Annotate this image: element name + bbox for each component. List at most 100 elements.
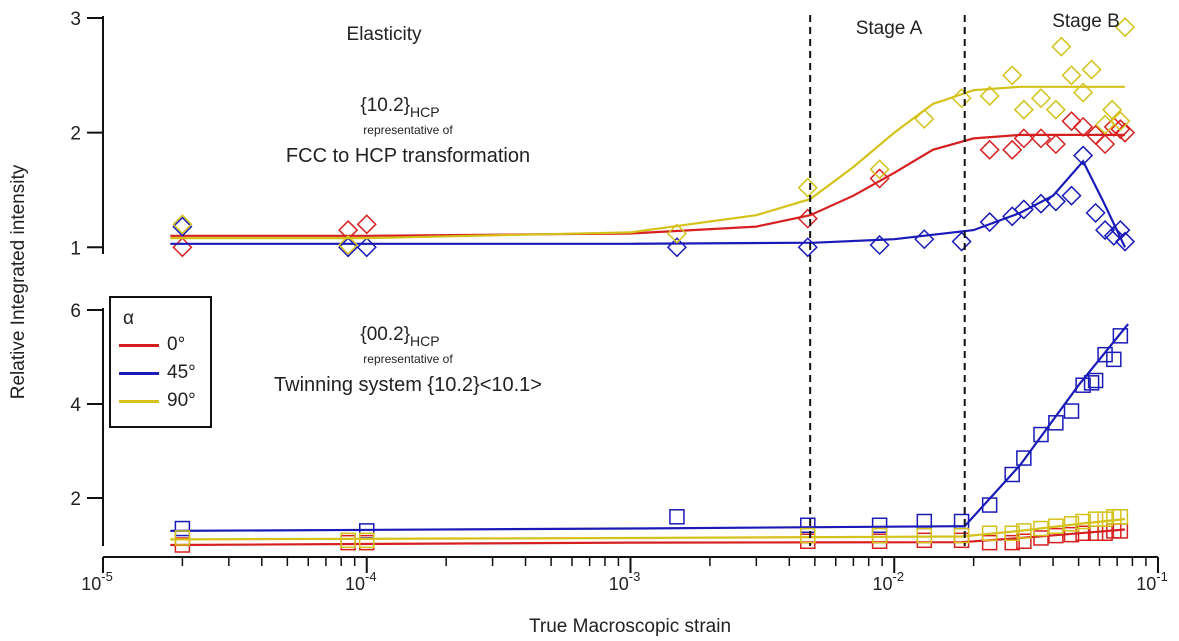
marker-top-0-8 — [1030, 128, 1052, 149]
legend-entry-1: 45° — [119, 362, 196, 384]
marker-top-1-11 — [1030, 193, 1052, 214]
marker-bottom-2-17 — [1112, 509, 1129, 525]
marker-top-2-18 — [1110, 111, 1131, 132]
marker-top-2-5 — [914, 108, 935, 129]
x-tick-label-2: 10-3 — [609, 569, 641, 594]
marker-top-2-7 — [979, 85, 1000, 107]
marker-top-2-4 — [869, 159, 890, 180]
marker-bottom-0-5 — [916, 532, 933, 549]
y-tick-label-bottom-2: 6 — [70, 301, 81, 322]
marker-bottom-2-6 — [953, 527, 970, 544]
marker-top-1-14 — [1073, 145, 1094, 166]
marker-bottom-0-12 — [1063, 526, 1080, 543]
panel-desc-top: FCC to HCP transformation — [286, 145, 530, 167]
y-tick-label-bottom-0: 2 — [70, 489, 81, 510]
marker-top-2-6 — [951, 88, 972, 109]
marker-top-2-0 — [172, 214, 193, 235]
x-tick-label-1: 10-4 — [345, 569, 377, 594]
marker-bottom-2-10 — [1033, 520, 1049, 537]
marker-top-1-8 — [979, 211, 1000, 233]
marker-top-2-15 — [1081, 59, 1102, 80]
x-tick-exp-2: -3 — [629, 569, 641, 584]
fit-line-top-2 — [170, 85, 1125, 240]
marker-top-1-6 — [914, 229, 935, 250]
marker-top-0-7 — [1013, 128, 1034, 149]
marker-top-1-5 — [869, 234, 890, 256]
fit-line-bottom-1 — [170, 323, 1129, 532]
marker-top-1-4 — [797, 237, 818, 258]
marker-top-2-12 — [1051, 36, 1072, 57]
marker-bottom-2-2 — [359, 532, 375, 549]
marker-bottom-1-16 — [1097, 346, 1113, 363]
x-tick-exp-4: -1 — [1156, 569, 1168, 584]
marker-top-2-13 — [1061, 65, 1082, 86]
marker-bottom-2-13 — [1075, 513, 1091, 530]
x-tick-label-4: 10-1 — [1136, 569, 1168, 594]
x-tick-label-3: 10-2 — [872, 569, 904, 594]
marker-bottom-1-4 — [871, 517, 888, 534]
marker-bottom-1-17 — [1106, 351, 1122, 368]
legend-label-2: 90° — [167, 390, 196, 411]
marker-bottom-1-7 — [981, 497, 998, 513]
marker-top-2-9 — [1013, 99, 1034, 120]
marker-top-0-5 — [979, 139, 1000, 160]
y-axis-label: Relative Integrated intensity — [8, 164, 29, 399]
marker-top-1-3 — [666, 237, 688, 258]
panel-label-sub-top: HCP — [410, 104, 440, 120]
marker-bottom-0-11 — [1048, 527, 1064, 544]
marker-top-1-18 — [1110, 220, 1131, 241]
marker-top-2-14 — [1073, 82, 1094, 103]
marker-top-2-17 — [1102, 99, 1123, 120]
fit-line-bottom-2 — [170, 518, 1126, 541]
marker-top-2-10 — [1030, 88, 1052, 109]
marker-bottom-0-10 — [1033, 530, 1049, 546]
marker-top-0-3 — [797, 208, 818, 229]
marker-top-1-12 — [1045, 191, 1066, 212]
marker-bottom-2-3 — [800, 527, 816, 544]
panel-label-sub-bottom: HCP — [410, 333, 440, 349]
marker-bottom-1-13 — [1075, 377, 1091, 393]
marker-bottom-2-8 — [1004, 525, 1020, 541]
marker-bottom-1-14 — [1083, 375, 1100, 391]
marker-bottom-2-12 — [1063, 516, 1080, 532]
marker-bottom-0-7 — [981, 534, 998, 551]
x-axis-label: True Macroscopic strain — [529, 616, 731, 637]
marker-top-1-10 — [1013, 199, 1034, 220]
legend-title: α — [123, 308, 134, 329]
marker-top-1-15 — [1085, 202, 1106, 223]
marker-top-1-2 — [356, 237, 377, 258]
marker-bottom-1-12 — [1063, 403, 1080, 419]
stage-b-label: Stage B — [1052, 11, 1120, 32]
marker-bottom-2-4 — [871, 527, 888, 544]
marker-bottom-2-15 — [1097, 511, 1113, 527]
panel-desc-bottom: Twinning system {10.2}<10.1> — [274, 374, 542, 396]
marker-bottom-1-8 — [1004, 466, 1020, 483]
marker-top-2-19 — [1114, 17, 1136, 38]
marker-top-1-19 — [1114, 231, 1136, 252]
marker-top-2-2 — [666, 223, 688, 244]
marker-bottom-2-5 — [916, 527, 933, 544]
panel-rep-top: representative of — [363, 123, 453, 137]
legend-label-0: 0° — [167, 334, 186, 355]
legend-entry-0: 0° — [119, 334, 185, 356]
marker-top-1-17 — [1103, 225, 1124, 246]
marker-top-0-4 — [869, 168, 890, 189]
legend-entry-2: 90° — [119, 390, 196, 412]
marker-top-1-13 — [1061, 185, 1082, 206]
marker-top-2-3 — [797, 177, 818, 198]
marker-bottom-0-8 — [1004, 534, 1020, 551]
marker-bottom-1-18 — [1112, 328, 1129, 344]
x-axis: 10-5 10-4 10-3 10-2 10-1 — [81, 556, 1168, 594]
marker-bottom-0-9 — [1016, 533, 1032, 549]
marker-bottom-1-11 — [1048, 415, 1064, 431]
legend-swatch-1 — [119, 371, 159, 375]
marker-top-2-1 — [338, 234, 359, 256]
marker-bottom-2-14 — [1087, 511, 1104, 527]
marker-top-1-16 — [1095, 220, 1116, 241]
marker-top-0-10 — [1061, 111, 1082, 132]
marker-bottom-2-7 — [981, 525, 998, 541]
marker-top-0-14 — [1103, 116, 1124, 137]
legend-label-1: 45° — [167, 362, 196, 383]
panel-label-bottom: {00.2}HCP — [360, 324, 439, 349]
